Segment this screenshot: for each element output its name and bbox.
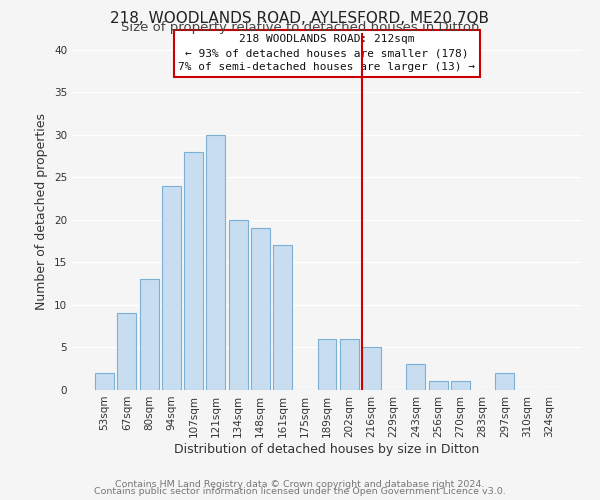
- Text: Contains HM Land Registry data © Crown copyright and database right 2024.: Contains HM Land Registry data © Crown c…: [115, 480, 485, 489]
- Bar: [118, 314, 136, 390]
- Bar: [451, 382, 470, 390]
- Bar: [206, 134, 225, 390]
- Bar: [429, 382, 448, 390]
- Text: 218, WOODLANDS ROAD, AYLESFORD, ME20 7QB: 218, WOODLANDS ROAD, AYLESFORD, ME20 7QB: [110, 11, 490, 26]
- Text: Size of property relative to detached houses in Ditton: Size of property relative to detached ho…: [121, 22, 479, 35]
- Bar: [317, 339, 337, 390]
- Bar: [273, 246, 292, 390]
- Bar: [140, 280, 158, 390]
- Bar: [406, 364, 425, 390]
- Bar: [184, 152, 203, 390]
- Bar: [162, 186, 181, 390]
- Text: 218 WOODLANDS ROAD: 212sqm
← 93% of detached houses are smaller (178)
7% of semi: 218 WOODLANDS ROAD: 212sqm ← 93% of deta…: [179, 34, 476, 72]
- Bar: [340, 339, 359, 390]
- X-axis label: Distribution of detached houses by size in Ditton: Distribution of detached houses by size …: [175, 442, 479, 456]
- Bar: [496, 373, 514, 390]
- Bar: [229, 220, 248, 390]
- Bar: [362, 348, 381, 390]
- Y-axis label: Number of detached properties: Number of detached properties: [35, 113, 49, 310]
- Text: Contains public sector information licensed under the Open Government Licence v3: Contains public sector information licen…: [94, 487, 506, 496]
- Bar: [95, 373, 114, 390]
- Bar: [251, 228, 270, 390]
